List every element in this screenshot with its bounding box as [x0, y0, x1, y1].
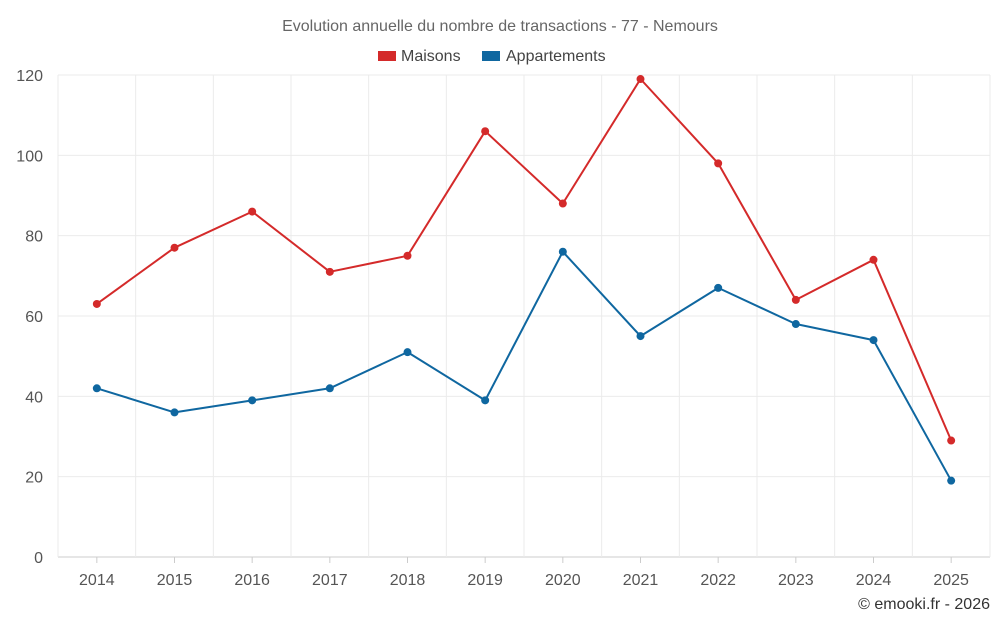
legend-item-appartements[interactable]: Appartements [482, 48, 606, 65]
legend-swatch-appartements [482, 51, 500, 61]
data-point-appartements[interactable] [869, 336, 878, 345]
data-point-maisons[interactable] [714, 159, 723, 168]
data-point-maisons[interactable] [248, 207, 257, 216]
data-point-maisons[interactable] [170, 243, 179, 252]
legend: Maisons Appartements [378, 48, 606, 65]
series-line-maisons [96, 78, 953, 441]
data-point-appartements[interactable] [403, 348, 412, 357]
x-tick-label: 2014 [79, 572, 115, 589]
x-tick-label: 2020 [545, 572, 581, 589]
data-point-appartements[interactable] [558, 247, 567, 256]
x-axis: 2014 2015 2016 2017 2018 2019 2020 2021 2022 2023… [79, 557, 969, 589]
data-point-appartements[interactable] [92, 384, 101, 393]
data-point-maisons[interactable] [481, 127, 490, 136]
grid [57, 74, 991, 558]
y-tick-label: 80 [25, 229, 43, 246]
data-point-appartements[interactable] [947, 476, 956, 485]
data-point-maisons[interactable] [947, 436, 956, 445]
data-point-maisons[interactable] [558, 199, 567, 208]
legend-label-appartements: Appartements [506, 48, 606, 65]
plot-area [92, 75, 956, 485]
x-tick-label: 2025 [933, 572, 969, 589]
credit-text: © emooki.fr - 2026 [858, 596, 990, 613]
x-tick-label: 2021 [623, 572, 659, 589]
data-point-appartements[interactable] [481, 396, 490, 405]
series-line-appartements [96, 250, 953, 482]
data-point-appartements[interactable] [170, 408, 179, 417]
legend-swatch-maisons [378, 51, 396, 61]
x-tick-label: 2019 [467, 572, 503, 589]
x-tick-label: 2018 [390, 572, 426, 589]
data-point-appartements[interactable] [636, 332, 645, 341]
data-point-appartements[interactable] [325, 384, 334, 393]
y-tick-label: 120 [16, 68, 43, 85]
legend-item-maisons[interactable]: Maisons [378, 48, 461, 65]
data-point-maisons[interactable] [791, 295, 800, 304]
x-tick-label: 2016 [234, 572, 270, 589]
data-point-maisons[interactable] [403, 251, 412, 260]
x-tick-label: 2022 [700, 572, 736, 589]
y-tick-label: 60 [25, 309, 43, 326]
y-tick-label: 100 [16, 148, 43, 165]
data-point-appartements[interactable] [791, 320, 800, 329]
y-axis: 0 20 40 60 80 100 120 [16, 68, 43, 567]
y-tick-label: 0 [34, 550, 43, 567]
y-tick-label: 20 [25, 470, 43, 487]
y-tick-label: 40 [25, 389, 43, 406]
legend-label-maisons: Maisons [401, 48, 461, 65]
chart-title: Evolution annuelle du nombre de transact… [282, 18, 718, 35]
data-point-maisons[interactable] [325, 267, 334, 276]
data-point-maisons[interactable] [869, 255, 878, 264]
data-point-maisons[interactable] [636, 75, 645, 84]
x-tick-label: 2024 [856, 572, 892, 589]
x-tick-label: 2023 [778, 572, 814, 589]
x-tick-label: 2017 [312, 572, 348, 589]
x-tick-label: 2015 [157, 572, 193, 589]
data-point-appartements[interactable] [714, 283, 723, 292]
data-point-appartements[interactable] [248, 396, 257, 405]
data-point-maisons[interactable] [92, 299, 101, 308]
